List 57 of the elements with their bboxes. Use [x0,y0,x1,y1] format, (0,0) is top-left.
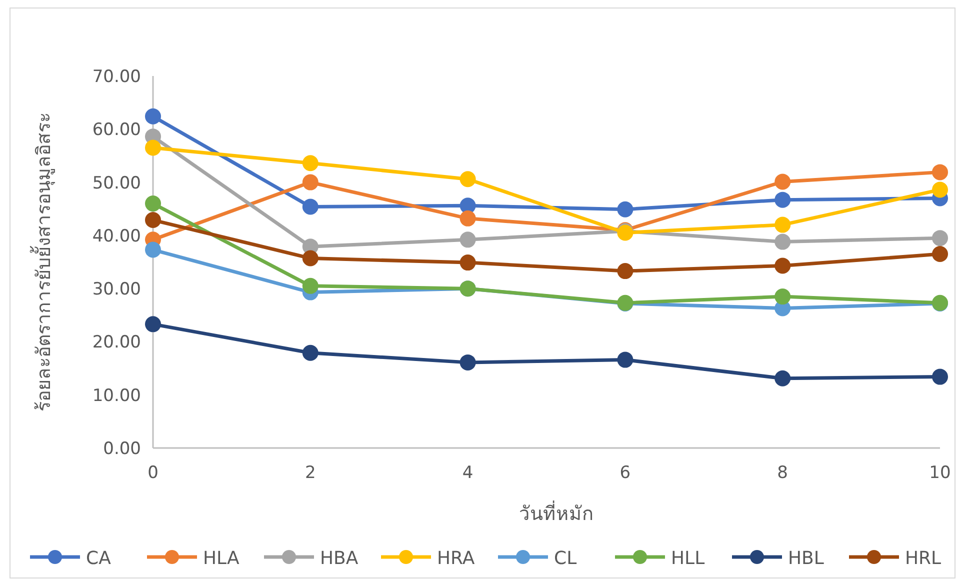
point [774,174,791,190]
legend-label: HBA [320,548,359,569]
point [145,212,161,228]
x-tick-label: 10 [929,463,951,483]
x-tick-label: 2 [304,463,316,483]
point [932,230,948,246]
legend-label: HRA [437,548,476,569]
point [460,354,476,370]
point [145,316,161,332]
point [774,370,791,386]
point [145,242,161,258]
y-tick-label: 20.00 [92,332,141,353]
point [302,174,318,190]
point [145,140,161,156]
point [460,232,476,248]
x-tick-label: 6 [620,463,631,483]
point [460,254,476,271]
point [774,258,791,274]
point [302,344,318,361]
point [932,246,948,262]
y-tick-label: 40.00 [92,226,141,246]
y-tick-label: 70.00 [92,67,141,87]
y-tick-label: 50.00 [92,173,141,194]
point [145,108,161,124]
point [774,216,791,233]
point [302,278,318,294]
legend-label: CL [554,548,577,569]
point [932,368,948,385]
legend-label: HRL [905,548,942,569]
point [145,196,161,212]
y-tick-label: 10.00 [92,386,141,406]
point [932,164,948,180]
point [774,192,791,208]
y-tick-label: 30.00 [92,280,141,300]
point [302,198,318,215]
x-tick-label: 4 [462,463,474,483]
x-tick-label: 0 [148,463,158,483]
legend-label: HBL [788,548,824,569]
point [617,201,634,218]
point [932,182,948,198]
point [617,352,634,368]
point [774,288,791,305]
point [460,198,476,214]
legend-label: CA [86,548,112,569]
point [460,210,476,226]
x-tick-label: 8 [777,463,788,483]
point [617,263,634,280]
y-axis-title: ร้อยละอัตราการยับยั้งสารอนุมูลอิสระ [30,112,56,412]
y-tick-label: 60.00 [92,120,141,140]
point [302,250,318,266]
legend-label: HLL [671,548,705,569]
legend-label: HLA [203,548,240,569]
point [302,155,318,172]
point [774,234,791,250]
y-tick-label: 0.00 [103,439,141,459]
point [460,171,476,188]
x-axis-title: วันที่หมัก [519,500,594,525]
